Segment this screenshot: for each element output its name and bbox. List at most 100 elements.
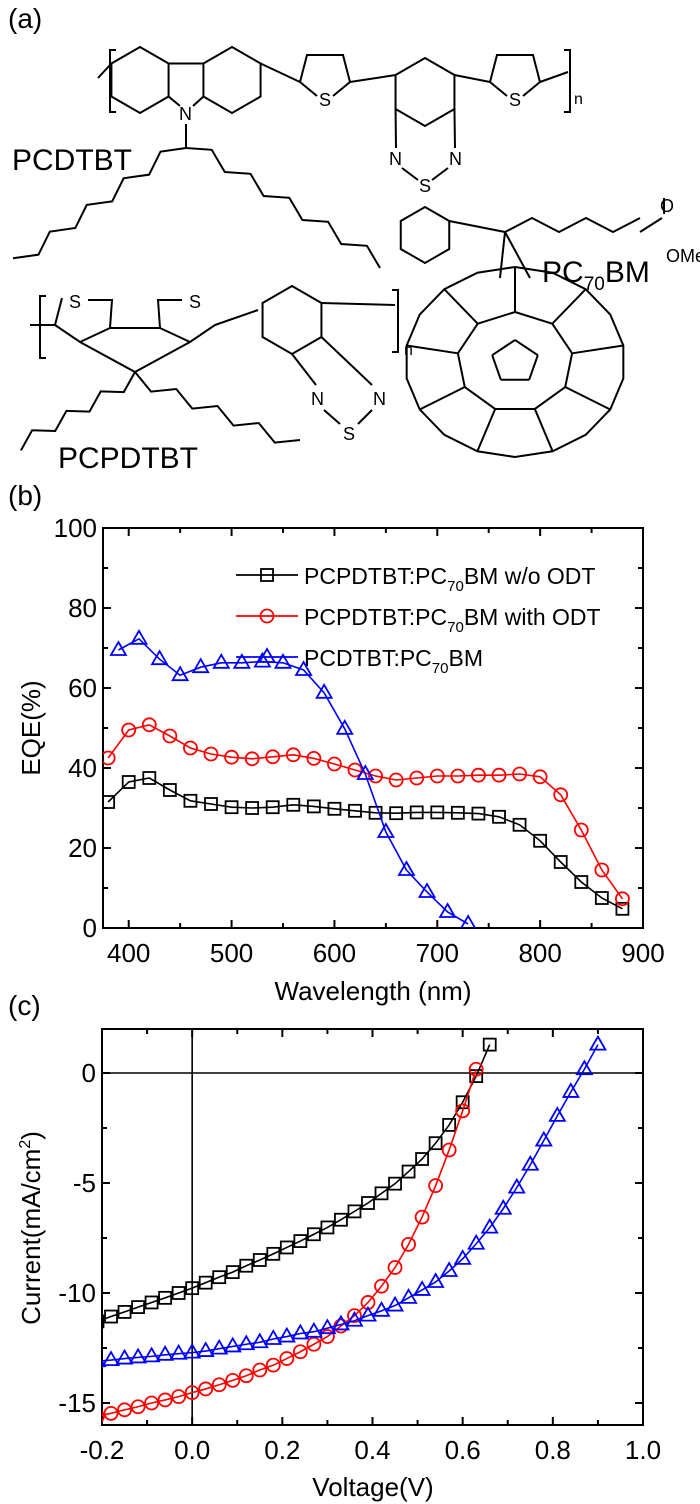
- jv-data-point-triangle: [358, 1305, 378, 1322]
- fullerene-inner-ring: [456, 310, 574, 410]
- jv-data-point-triangle: [223, 1336, 242, 1353]
- pcdtbt-label: PCDTBT: [12, 144, 132, 177]
- legend-text: PCPDTBT:PC: [304, 563, 447, 589]
- jv-data-point-triangle: [467, 1233, 486, 1250]
- legend-text: BM w/o ODT: [464, 563, 596, 589]
- eqe-y-tick-label: 40: [68, 753, 97, 783]
- eqe-data-point-square: [103, 795, 116, 809]
- jv-data-point-triangle: [304, 1321, 323, 1338]
- eqe-y-axis-label: EQE(%): [16, 680, 46, 775]
- eqe-y-tick-label: 100: [54, 513, 97, 543]
- legend-marker-circle: [259, 608, 275, 624]
- jv-data-point-square: [212, 1270, 227, 1285]
- eqe-data-point-triangle: [171, 665, 190, 682]
- eqe-y-tick-label: 60: [68, 673, 97, 703]
- eqe-data-point-triangle: [397, 860, 416, 876]
- alkyl-chain-left-2: [20, 371, 136, 451]
- eqe-data-point-circle: [203, 746, 219, 762]
- eqe-data-point-triangle: [273, 652, 293, 669]
- jv-data-point-triangle: [413, 1280, 432, 1296]
- jv-data-point-triangle: [372, 1301, 391, 1317]
- eqe-data-point-square: [615, 901, 630, 916]
- jv-series-circle: [102, 1061, 484, 1423]
- eqe-data-point-square: [512, 817, 527, 832]
- eqe-x-axis-label: Wavelength (nm): [275, 976, 472, 1006]
- bond: [504, 231, 531, 279]
- eqe-y-tick-label: 20: [68, 833, 97, 863]
- jv-data-point-circle: [102, 1410, 105, 1423]
- eqe-data-point-triangle: [232, 652, 251, 669]
- eqe-data-point-square: [409, 805, 424, 820]
- eqe-chart: Wavelength (nm) EQE(%) PCPDTBT:PC 70 BM w/…: [16, 513, 665, 1006]
- jv-plot-frame: [101, 1028, 644, 1426]
- cpdt-thiophene1: [54, 299, 114, 344]
- repeat-n-pcpdtbt: n: [404, 342, 413, 359]
- bond: [214, 309, 259, 326]
- jv-data-point-square: [428, 1136, 443, 1151]
- bond: [489, 81, 508, 97]
- jv-data-point-circle: [387, 1260, 403, 1275]
- jv-data-point-triangle: [426, 1272, 445, 1288]
- eqe-data-point-triangle: [109, 640, 128, 656]
- eqe-data-point-circle: [491, 767, 507, 783]
- atom-n-btd2: N: [449, 149, 462, 169]
- eqe-x-tick-label: 600: [313, 938, 356, 968]
- eqe-data-point-triangle: [150, 649, 169, 666]
- legend-entry-triangle: PCDTBT:PC70BM: [304, 645, 483, 677]
- eqe-data-point-square: [245, 801, 260, 815]
- jv-data-point-square: [185, 1281, 200, 1296]
- jv-series-line-circle: [102, 1069, 477, 1417]
- atom-s-thiophene1: S: [319, 90, 331, 110]
- jv-data-point-square: [198, 1275, 213, 1290]
- jv-data-point-circle: [306, 1336, 322, 1352]
- fullerene-pentagon: [491, 354, 502, 381]
- bond: [97, 62, 113, 79]
- bond: [401, 167, 419, 181]
- jv-data-point-circle: [198, 1381, 214, 1397]
- repeat-n-pcdtbt: n: [574, 91, 583, 108]
- legend-marker-square: [260, 568, 274, 582]
- jv-data-point-square: [388, 1176, 402, 1191]
- jv-data-point-square: [320, 1220, 335, 1235]
- alkyl-chain-right-2: [134, 371, 301, 444]
- jv-data-point-triangle: [480, 1217, 499, 1234]
- carbazole-ring-right: [202, 45, 262, 115]
- legend-subscript: 70: [432, 660, 449, 677]
- eqe-data-point-circle: [409, 770, 425, 786]
- eqe-data-point-triangle: [356, 764, 375, 780]
- panel-label-a: (a): [8, 3, 42, 34]
- thiophene1: [299, 54, 351, 83]
- jv-data-point-triangle: [115, 1348, 134, 1365]
- jv-x-tick-label: 0.0: [174, 1435, 210, 1465]
- fullerene-bond: [476, 408, 497, 452]
- bond: [260, 62, 301, 83]
- eqe-x-tick-label: 500: [210, 938, 253, 968]
- bond: [299, 81, 318, 97]
- atom-s-btd2: S: [343, 424, 355, 444]
- jv-series-triangle: [102, 1034, 607, 1368]
- eqe-x-tick-label: 400: [107, 938, 150, 968]
- bond: [320, 336, 373, 386]
- eqe-data-point-triangle: [212, 652, 231, 669]
- jv-data-point-circle: [238, 1368, 254, 1384]
- bond: [167, 95, 181, 107]
- pc70bm-label: PC70BM: [542, 256, 650, 295]
- atom-s-cpdt2: S: [189, 292, 201, 312]
- eqe-data-point-circle: [141, 717, 157, 733]
- eqe-data-point-square: [286, 797, 301, 812]
- jv-data-point-circle: [292, 1344, 308, 1360]
- bond: [79, 341, 136, 373]
- jv-data-point-square: [442, 1118, 457, 1132]
- atom-s-cpdt1: S: [69, 292, 81, 312]
- eqe-data-point-square: [224, 800, 239, 815]
- jv-data-point-square: [131, 1300, 145, 1314]
- jv-data-point-square: [482, 1037, 497, 1052]
- legend-text: PCPDTBT:PC: [304, 604, 447, 630]
- eqe-data-point-circle: [285, 747, 301, 763]
- bond: [499, 231, 506, 279]
- eqe-y-tick-label: 0: [83, 913, 97, 943]
- bracket: [392, 289, 399, 353]
- eqe-x-tick-label: 700: [416, 938, 459, 968]
